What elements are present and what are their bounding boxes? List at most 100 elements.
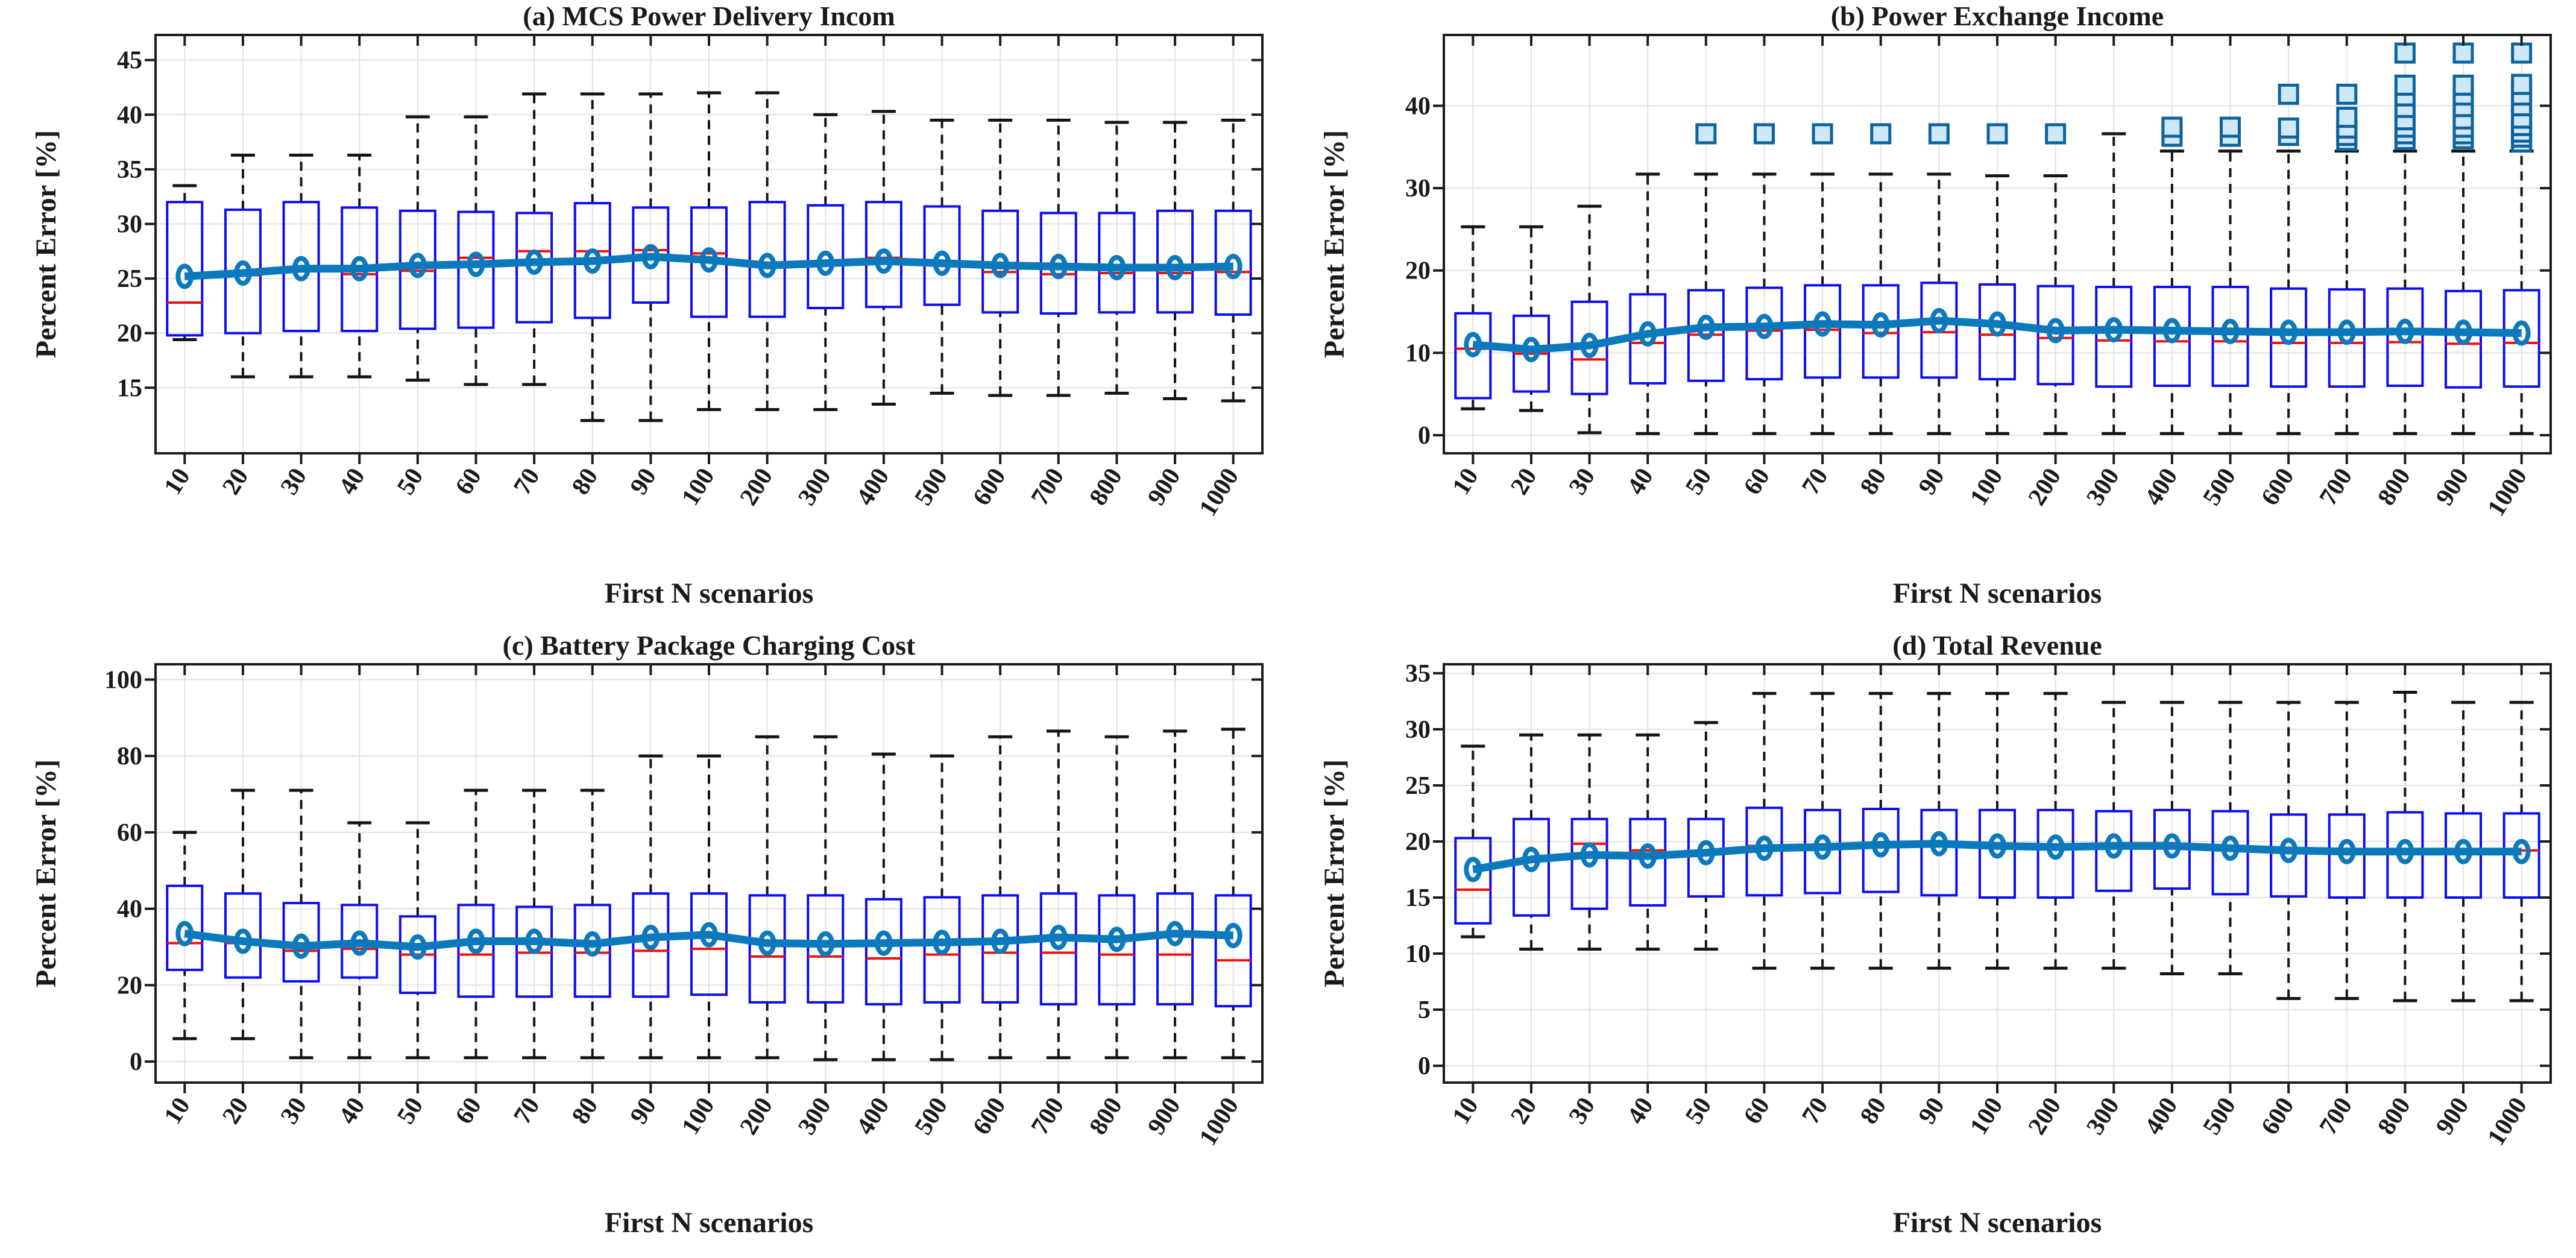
y-tick-label: 40: [117, 896, 142, 923]
mean-marker-icon: [933, 250, 951, 276]
mean-marker-icon: [1696, 840, 1715, 866]
mean-marker-icon: [2512, 838, 2531, 864]
mean-marker-icon: [1871, 832, 1890, 858]
x-tick-label: 700: [2314, 464, 2358, 511]
y-tick-label: 25: [1405, 772, 1431, 800]
mean-line: [1464, 308, 2531, 362]
mean-marker-icon: [758, 930, 776, 956]
x-tick-label: 60: [1739, 464, 1775, 500]
x-tick-label: 20: [217, 464, 254, 500]
subplot-power-exchange-income: 0 10 20 30 40 10 20 30 40 50 60 70 80 90 100 200 300 400 5…: [1288, 0, 2576, 629]
x-tick-label: 80: [1855, 464, 1892, 500]
outlier-square-icon: [1986, 123, 2008, 145]
x-tick-label: 70: [1797, 464, 1833, 500]
outlier-square-icon: [1695, 123, 1717, 145]
x-tick-label: 1000: [1194, 1093, 1245, 1151]
axis-frame: [145, 34, 1264, 464]
subplot-total-revenue: 0 5 10 15 20 25 30 35 10 20 30 40 50 60 70 80 90 100 200 30…: [1288, 629, 2576, 1258]
mean-marker-icon: [1813, 834, 1832, 860]
mean-marker-icon: [1522, 846, 1540, 872]
x-tick-label: 400: [2140, 1093, 2183, 1140]
mean-line: [175, 244, 1242, 289]
mean-marker-icon: [1224, 254, 1242, 280]
x-tick-label: 30: [1564, 1093, 1601, 1129]
x-tick-label: 60: [1739, 1093, 1775, 1129]
x-tick-label: 1000: [1194, 464, 1245, 521]
x-tick-label: 60: [450, 1093, 487, 1129]
mean-marker-icon: [1522, 336, 1540, 362]
mean-marker-icon: [1988, 311, 2006, 337]
mean-marker-icon: [1988, 833, 2006, 859]
outlier-square-icon: [2394, 42, 2416, 64]
x-tick-label: 100: [676, 464, 720, 511]
x-tick-label: 10: [159, 1093, 196, 1129]
x-tick-label: 600: [2256, 1093, 2299, 1140]
outlier-square-icon: [2511, 74, 2533, 95]
mean-marker-icon: [292, 933, 310, 959]
x-tick-label: 60: [450, 464, 487, 500]
x-tick-label: 700: [1026, 1093, 1069, 1140]
mean-marker-icon: [408, 253, 427, 278]
mean-marker-icon: [641, 925, 660, 951]
mean-marker-icon: [2105, 317, 2123, 343]
x-tick-label: 50: [1680, 464, 1717, 500]
outlier-markers: [1695, 42, 2533, 153]
panel-title: (d) Total Revenue: [1892, 630, 2102, 661]
x-tick-label: 50: [392, 1093, 429, 1129]
x-tick-label: 40: [333, 1093, 370, 1129]
y-tick-label: 25: [117, 265, 142, 293]
x-tick-label: 80: [567, 1093, 603, 1129]
x-tick-label: 90: [1913, 464, 1950, 500]
mean-marker-icon: [1580, 333, 1599, 359]
x-tick-label: 600: [968, 1093, 1011, 1140]
x-tick-label: 400: [851, 464, 895, 511]
x-tick-label: 500: [910, 464, 953, 511]
x-tick-label: 40: [333, 464, 370, 500]
y-tick-label: 0: [1418, 422, 1431, 450]
x-tick-label: 100: [676, 1093, 720, 1140]
mean-marker-icon: [1639, 843, 1657, 869]
mean-marker-icon: [2046, 318, 2065, 344]
mean-marker-icon: [525, 249, 544, 275]
mean-marker-icon: [816, 250, 835, 276]
x-tick-label: 200: [735, 1093, 778, 1140]
y-axis-label: Percent Error [%]: [1318, 760, 1350, 988]
x-tick-label: 40: [1622, 464, 1658, 500]
y-axis-label: Percent Error [%]: [30, 130, 62, 359]
y-tick-label: 15: [117, 374, 142, 402]
y-tick-label: 30: [117, 210, 142, 238]
mean-marker-icon: [991, 253, 1010, 278]
x-tick-label: 50: [392, 464, 429, 500]
boxes: [1454, 281, 2540, 400]
mean-marker-icon: [2162, 833, 2181, 859]
x-tick-label: 20: [1505, 464, 1542, 500]
mean-marker-icon: [1696, 314, 1715, 340]
axis-frame: [145, 663, 1264, 1093]
mean-marker-icon: [700, 247, 718, 273]
y-tick-label: 30: [1405, 716, 1431, 744]
y-tick-label: 20: [117, 972, 142, 999]
x-tick-label: 300: [2081, 1093, 2124, 1140]
outlier-square-icon: [1928, 123, 1950, 145]
x-tick-label: 70: [508, 1093, 545, 1129]
x-tick-label: 400: [2140, 464, 2183, 511]
x-tick-label: 800: [2373, 464, 2416, 511]
mean-marker-icon: [233, 928, 252, 954]
x-tick-label: 10: [159, 464, 196, 500]
whiskers: [1461, 691, 2534, 1002]
x-tick-label: 500: [2198, 1093, 2241, 1140]
mean-marker-icon: [1813, 311, 1832, 337]
mean-marker-icon: [1107, 254, 1126, 280]
mean-marker-icon: [175, 920, 194, 946]
y-tick-label: 35: [117, 156, 142, 184]
y-axis-label: Percent Error [%]: [1318, 130, 1350, 359]
mean-marker-icon: [2512, 320, 2531, 346]
x-axis-label: First N scenarios: [605, 1207, 814, 1239]
subplot-mcs-power-delivery-income: 15 20 25 30 35 40 45 10 20 30 40 50 60 70 80 90 100 200 30…: [0, 0, 1288, 629]
mean-marker-icon: [467, 251, 485, 277]
mean-marker-icon: [525, 928, 544, 954]
mean-marker-icon: [175, 263, 194, 289]
mean-marker-icon: [408, 934, 427, 960]
x-tick-label: 20: [217, 1093, 254, 1129]
mean-marker-icon: [1755, 835, 1774, 861]
